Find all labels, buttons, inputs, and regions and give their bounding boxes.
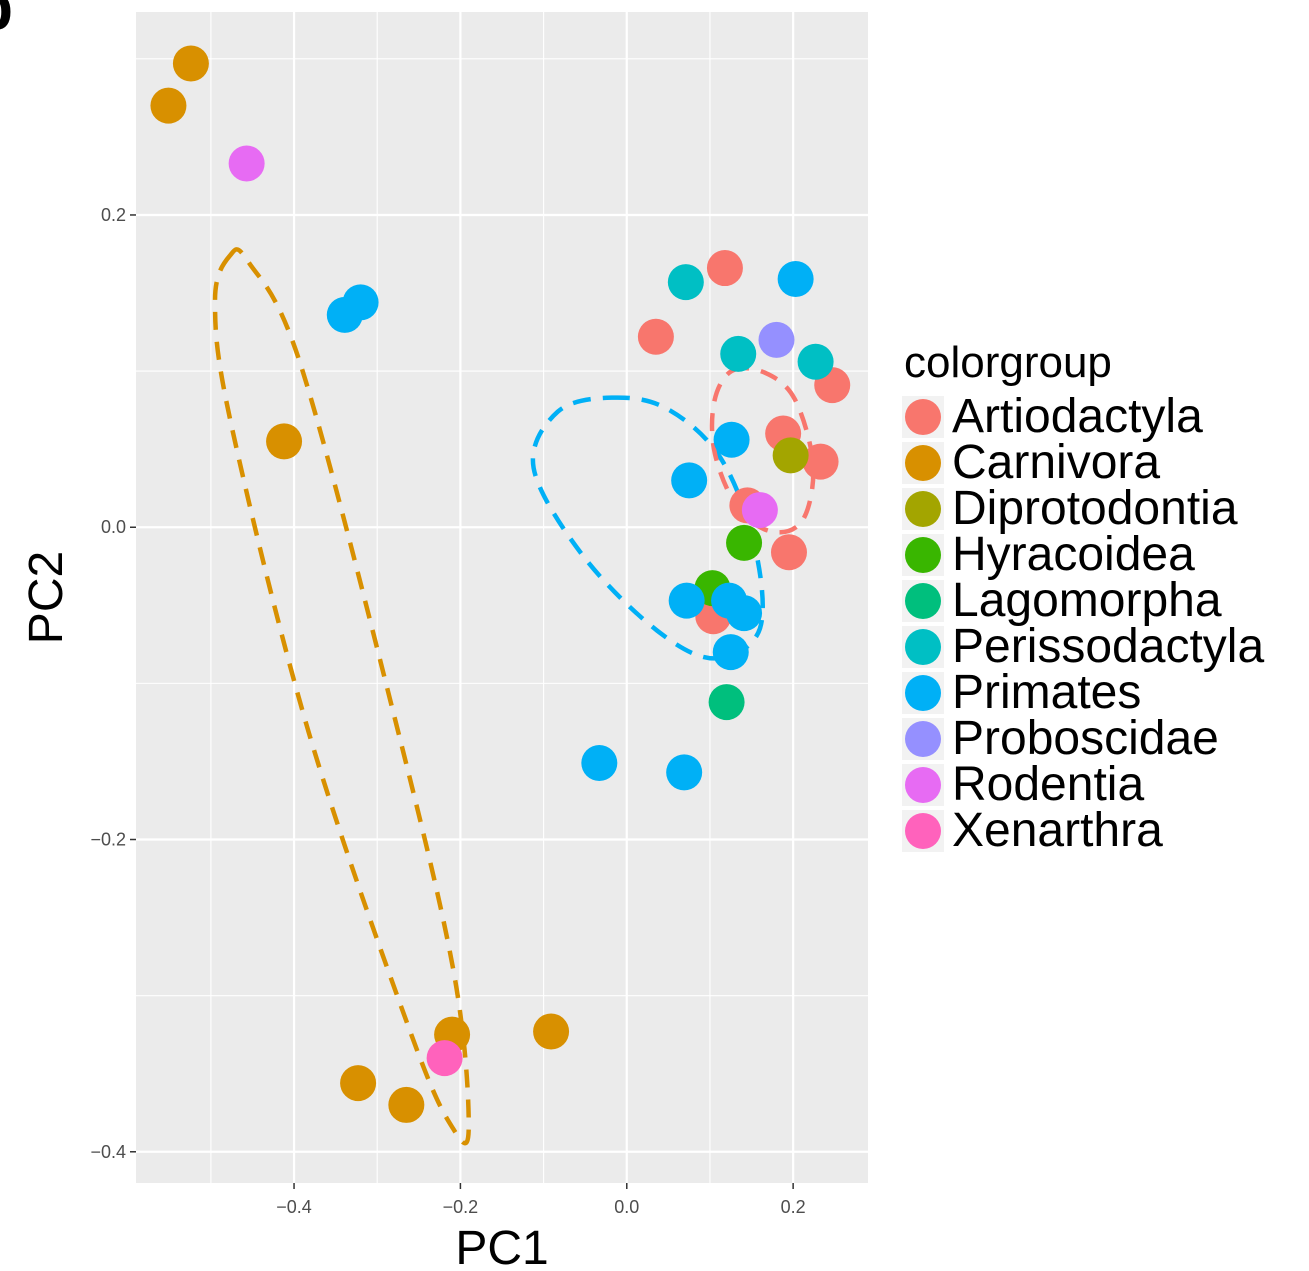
x-axis-title: PC1: [455, 1222, 548, 1271]
legend: colorgroup Artiodactyla Carnivora Diprotod…: [902, 338, 1265, 857]
point-carnivora: [266, 423, 303, 460]
point-primates: [777, 260, 814, 297]
point-primates: [726, 595, 763, 632]
point-primates: [712, 634, 749, 671]
legend-item-proboscidae: Proboscidae: [902, 712, 1264, 765]
y-tick-label: −0.2: [90, 830, 126, 850]
y-axis-title: PC2: [20, 551, 73, 644]
y-tick-label: 0.2: [101, 205, 126, 225]
ellipse-carnivora: [212, 247, 471, 1146]
legend-key: [902, 442, 944, 484]
legend-items: Artiodactyla Carnivora Diprotodontia Hyraco…: [902, 390, 1265, 857]
legend-key: [902, 810, 944, 852]
legend-key: [902, 764, 944, 806]
legend-key: [902, 580, 944, 622]
legend-swatch: [905, 445, 941, 481]
point-rodentia: [228, 145, 265, 182]
legend-label: Proboscidae: [952, 712, 1219, 765]
point-primates: [713, 421, 750, 458]
legend-swatch: [905, 583, 941, 619]
points: [150, 45, 851, 1123]
legend-label: Primates: [952, 666, 1142, 719]
legend-label: Rodentia: [952, 758, 1145, 811]
point-carnivora: [533, 1013, 570, 1050]
legend-key: [902, 488, 944, 530]
legend-key: [902, 718, 944, 760]
point-proboscidae: [758, 321, 795, 358]
ellipses: [212, 247, 816, 1146]
point-primates: [668, 582, 705, 619]
point-carnivora: [172, 45, 209, 82]
point-rodentia: [741, 492, 778, 529]
y-axis: −0.4 −0.2 0.0 0.2: [90, 205, 136, 1162]
point-primates: [581, 745, 618, 782]
point-carnivora: [388, 1086, 425, 1123]
point-perissodactyla: [797, 343, 834, 380]
legend-item-rodentia: Rodentia: [902, 758, 1264, 811]
point-artiodactyla: [802, 443, 839, 480]
legend-item-xenarthra: Xenarthra: [902, 804, 1264, 857]
x-tick-label: 0.2: [781, 1197, 806, 1217]
legend-label: Artiodactyla: [952, 390, 1203, 443]
point-primates: [671, 462, 708, 499]
y-tick-label: −0.4: [90, 1142, 126, 1162]
ellipse-primates: [530, 395, 765, 661]
point-diprotodontia: [772, 437, 809, 474]
panel-letter: b: [0, 0, 13, 44]
legend-swatch: [905, 491, 941, 527]
legend-item-perissodactyla: Perissodactyla: [902, 620, 1265, 673]
legend-swatch: [905, 721, 941, 757]
ellipse-artiodactyla: [709, 365, 816, 535]
legend-key: [902, 396, 944, 438]
legend-item-primates: Primates: [902, 666, 1264, 719]
legend-swatch: [905, 767, 941, 803]
legend-title: colorgroup: [904, 338, 1112, 387]
legend-swatch: [905, 813, 941, 849]
legend-item-artiodactyla: Artiodactyla: [902, 390, 1264, 443]
x-axis: −0.4 −0.2 0.0 0.2: [276, 1183, 806, 1217]
point-hyracoidea: [726, 524, 763, 561]
point-xenarthra: [426, 1040, 463, 1077]
point-lagomorpha: [708, 684, 745, 721]
point-primates: [326, 296, 363, 333]
grid-minor: [136, 12, 868, 1183]
legend-label: Diprotodontia: [952, 482, 1238, 535]
legend-item-lagomorpha: Lagomorpha: [902, 574, 1264, 627]
legend-key: [902, 626, 944, 668]
plot-panel: [136, 12, 868, 1183]
legend-swatch: [905, 537, 941, 573]
legend-label: Xenarthra: [952, 804, 1163, 857]
legend-key: [902, 672, 944, 714]
legend-item-hyracoidea: Hyracoidea: [902, 528, 1264, 581]
grid-major: [136, 12, 868, 1183]
legend-label: Lagomorpha: [952, 574, 1222, 627]
legend-label: Carnivora: [952, 436, 1161, 489]
point-artiodactyla: [706, 250, 743, 287]
point-perissodactyla: [720, 335, 757, 372]
point-artiodactyla: [770, 534, 807, 571]
legend-key: [902, 534, 944, 576]
legend-swatch: [905, 629, 941, 665]
legend-item-diprotodontia: Diprotodontia: [902, 482, 1264, 535]
point-perissodactyla: [667, 264, 704, 301]
legend-swatch: [905, 399, 941, 435]
point-primates: [666, 754, 703, 791]
legend-swatch: [905, 675, 941, 711]
x-tick-label: 0.0: [614, 1197, 639, 1217]
point-carnivora: [150, 87, 187, 124]
y-tick-label: 0.0: [101, 517, 126, 537]
point-carnivora: [340, 1065, 377, 1102]
legend-item-carnivora: Carnivora: [902, 436, 1264, 489]
legend-label: Perissodactyla: [952, 620, 1265, 673]
x-tick-label: −0.4: [276, 1197, 312, 1217]
x-tick-label: −0.2: [443, 1197, 479, 1217]
legend-label: Hyracoidea: [952, 528, 1195, 581]
point-artiodactyla: [637, 318, 674, 355]
